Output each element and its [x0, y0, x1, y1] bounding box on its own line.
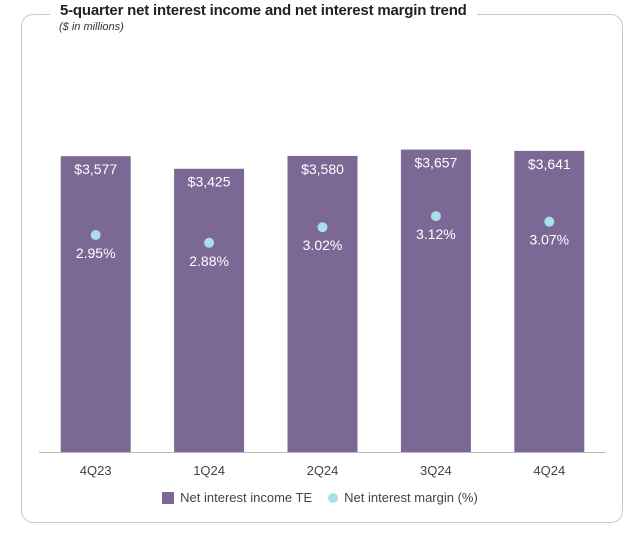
legend-swatch-dot-icon — [328, 492, 339, 503]
margin-dot-3Q24 — [430, 211, 441, 222]
x-tick-label: 1Q24 — [193, 463, 225, 478]
margin-dot-2Q24 — [317, 222, 328, 233]
bar-value-label: $3,641 — [528, 156, 571, 172]
legend-item-nii: Net interest income TE — [162, 490, 312, 505]
legend-label-nim: Net interest margin (%) — [344, 490, 478, 505]
bar-value-label: $3,577 — [74, 161, 117, 177]
legend: Net interest income TE Net interest marg… — [0, 490, 640, 505]
margin-value-label: 3.02% — [303, 237, 343, 253]
x-tick-label: 4Q23 — [80, 463, 112, 478]
margin-value-label: 3.12% — [416, 226, 456, 242]
legend-label-nii: Net interest income TE — [180, 490, 313, 505]
bar-value-label: $3,425 — [188, 174, 231, 190]
legend-swatch-bar-icon — [162, 491, 175, 504]
bar-3Q24 — [400, 149, 471, 452]
bar-2Q24 — [287, 155, 358, 453]
bar-1Q24 — [174, 168, 245, 453]
margin-dot-1Q24 — [204, 237, 215, 248]
bar-4Q23 — [60, 156, 131, 453]
bar-4Q24 — [514, 150, 585, 452]
chart-title: 5-quarter net interest income and net in… — [60, 2, 467, 19]
chart-subtitle: ($ in millions) — [59, 21, 124, 33]
margin-dot-4Q23 — [90, 230, 101, 241]
chart-title-wrap: 5-quarter net interest income and net in… — [50, 2, 477, 19]
margin-value-label: 2.88% — [189, 253, 229, 269]
bar-value-label: $3,580 — [301, 161, 344, 177]
x-tick-label: 2Q24 — [307, 463, 339, 478]
margin-value-label: 2.95% — [76, 245, 116, 261]
x-tick-label: 4Q24 — [533, 463, 565, 478]
margin-dot-4Q24 — [544, 216, 555, 227]
x-tick-label: 3Q24 — [420, 463, 452, 478]
margin-value-label: 3.07% — [529, 232, 569, 248]
legend-item-nim: Net interest margin (%) — [328, 490, 478, 505]
bar-value-label: $3,657 — [414, 155, 457, 171]
